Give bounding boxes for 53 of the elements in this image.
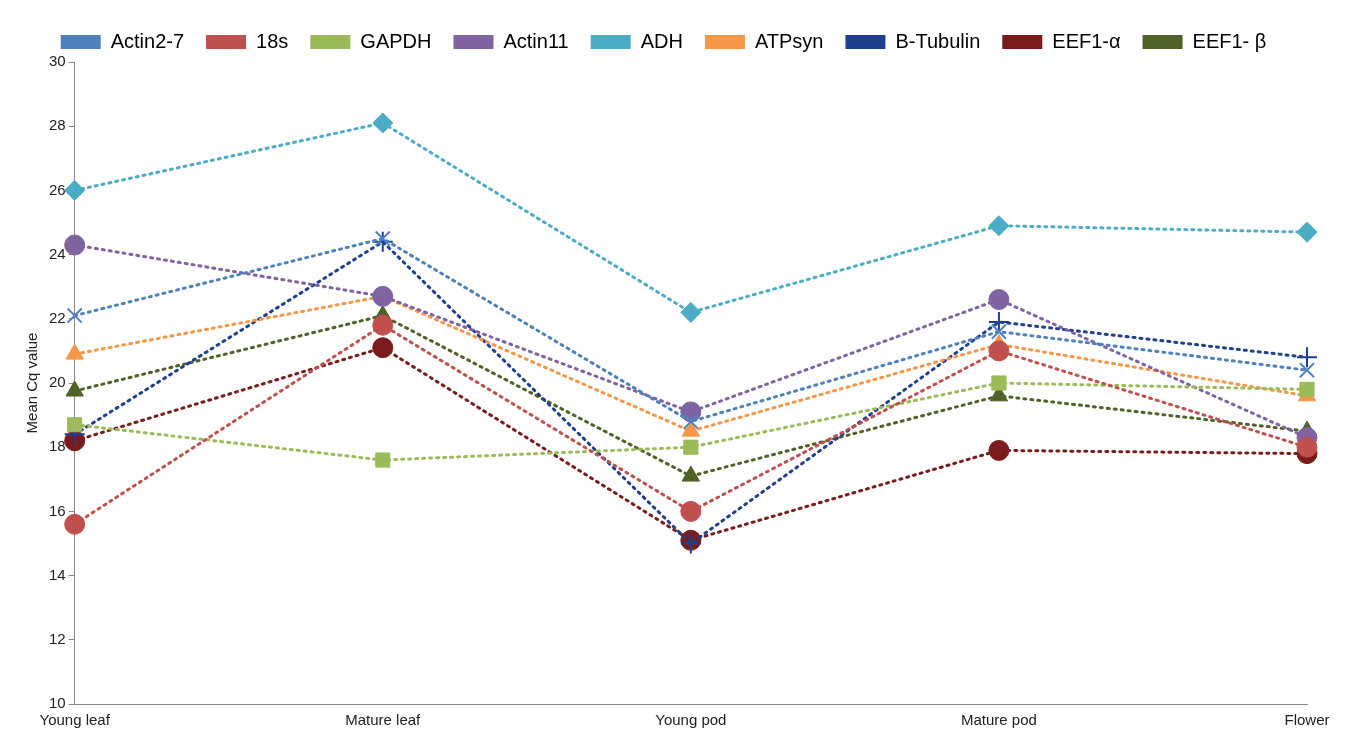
x-tick-label: Mature pod xyxy=(960,711,1037,729)
point xyxy=(683,439,699,455)
legend-label: Actin2-7 xyxy=(110,29,185,52)
point xyxy=(372,285,394,307)
y-tick-label: 22 xyxy=(49,308,66,326)
point xyxy=(375,452,391,468)
point xyxy=(988,439,1010,461)
y-tick-label: 14 xyxy=(49,565,66,583)
point xyxy=(64,234,86,256)
x-tick-label: Flower xyxy=(1284,711,1330,729)
y-tick-label: 10 xyxy=(49,694,66,712)
y-tick-label: 12 xyxy=(49,629,66,647)
point xyxy=(682,413,699,430)
y-tick-label: 24 xyxy=(49,244,66,262)
point xyxy=(372,337,394,359)
point xyxy=(1296,436,1318,458)
y-axis-title: Mean Cq value xyxy=(23,332,41,434)
y-tick-label: 28 xyxy=(49,116,66,134)
point xyxy=(1299,381,1315,397)
point xyxy=(988,215,1010,237)
legend-label: EEF1- β xyxy=(1192,29,1267,52)
x-tick-label: Young pod xyxy=(655,711,727,729)
point xyxy=(64,513,86,535)
legend-label: Actin11 xyxy=(503,29,569,52)
point xyxy=(1298,362,1316,379)
x-tick-label: Mature leaf xyxy=(345,711,422,729)
legend-label: EEF1-α xyxy=(1052,29,1121,52)
x-tick-label: Young leaf xyxy=(39,711,111,729)
point xyxy=(988,289,1010,311)
y-tick-label: 18 xyxy=(49,437,66,455)
point xyxy=(680,500,702,522)
y-tick-label: 20 xyxy=(49,373,66,391)
point xyxy=(64,179,86,201)
legend-label: 18s xyxy=(256,29,289,52)
point xyxy=(67,417,83,433)
legend-label: ATPsyn xyxy=(754,29,824,52)
y-tick-label: 30 xyxy=(49,52,66,70)
point xyxy=(988,340,1010,362)
y-tick-label: 16 xyxy=(49,501,66,519)
legend-label: GAPDH xyxy=(360,29,432,52)
y-tick-label: 26 xyxy=(49,180,66,198)
point xyxy=(372,314,394,336)
point xyxy=(1296,346,1318,369)
legend-label: B-Tubulin xyxy=(895,29,981,52)
point xyxy=(371,230,394,253)
legend-label: ADH xyxy=(640,29,683,52)
point xyxy=(372,112,394,134)
point xyxy=(990,323,1007,340)
point xyxy=(1296,221,1318,243)
point xyxy=(680,301,702,323)
point xyxy=(374,230,391,247)
point xyxy=(991,375,1007,391)
point xyxy=(66,307,83,324)
